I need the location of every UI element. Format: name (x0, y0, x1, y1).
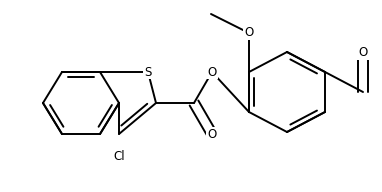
Text: Cl: Cl (113, 150, 125, 162)
Text: S: S (144, 65, 152, 79)
Text: O: O (358, 46, 367, 60)
Text: O: O (244, 26, 254, 40)
Text: O: O (207, 127, 217, 141)
Text: O: O (207, 65, 217, 79)
